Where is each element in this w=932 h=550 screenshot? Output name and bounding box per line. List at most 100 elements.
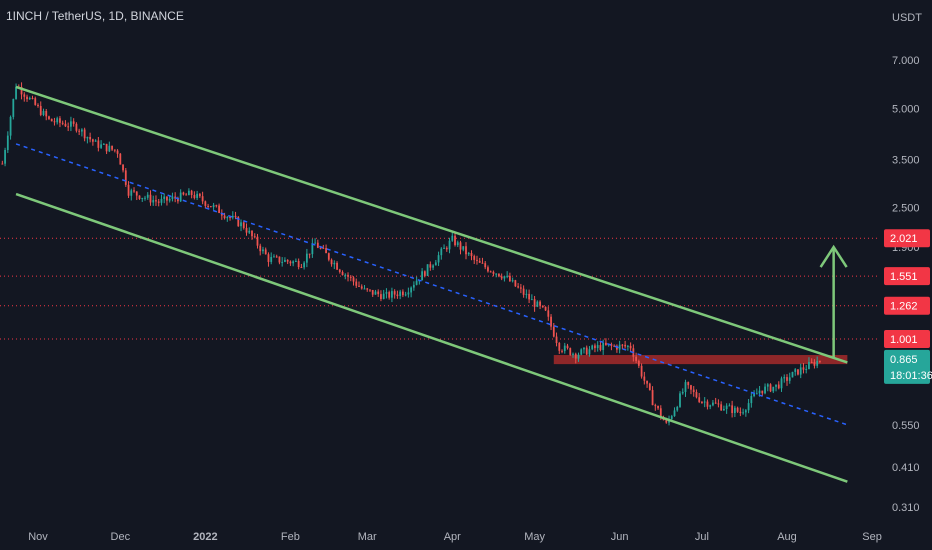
candle[interactable] — [100, 140, 103, 150]
candle[interactable] — [28, 96, 31, 100]
candle[interactable] — [558, 341, 561, 354]
candle[interactable] — [615, 344, 618, 353]
candle[interactable] — [113, 149, 116, 153]
candle[interactable] — [484, 261, 487, 270]
candle[interactable] — [783, 374, 786, 383]
candle[interactable] — [728, 403, 731, 407]
candle[interactable] — [245, 223, 248, 236]
candle[interactable] — [574, 352, 577, 364]
candle[interactable] — [552, 322, 555, 338]
candle[interactable] — [15, 83, 17, 100]
candle[interactable] — [563, 342, 566, 354]
candle[interactable] — [127, 181, 130, 199]
candle[interactable] — [248, 227, 251, 235]
candle[interactable] — [78, 128, 81, 136]
candle[interactable] — [772, 386, 775, 394]
candle[interactable] — [613, 344, 616, 347]
candle[interactable] — [712, 400, 714, 407]
candle[interactable] — [94, 139, 97, 142]
candle[interactable] — [797, 369, 799, 376]
candle[interactable] — [9, 115, 12, 140]
candle[interactable] — [242, 220, 245, 230]
candle[interactable] — [410, 286, 413, 298]
candle[interactable] — [234, 211, 237, 220]
candle[interactable] — [124, 167, 127, 187]
candle[interactable] — [720, 401, 723, 411]
candle[interactable] — [70, 116, 72, 132]
candle[interactable] — [264, 247, 267, 255]
candle[interactable] — [275, 254, 278, 258]
candle[interactable] — [819, 360, 821, 364]
candle[interactable] — [193, 191, 196, 200]
candle[interactable] — [377, 289, 380, 297]
candle[interactable] — [207, 203, 210, 209]
candle[interactable] — [808, 357, 810, 370]
candle[interactable] — [476, 255, 478, 265]
candle[interactable] — [325, 244, 327, 254]
candle[interactable] — [385, 288, 388, 299]
candle[interactable] — [528, 289, 531, 304]
candle[interactable] — [294, 258, 297, 262]
candle[interactable] — [358, 281, 360, 287]
candle[interactable] — [530, 294, 533, 301]
candle[interactable] — [544, 306, 547, 312]
candle[interactable] — [742, 408, 745, 415]
candle[interactable] — [755, 388, 758, 395]
candle[interactable] — [547, 306, 550, 321]
candle[interactable] — [122, 164, 124, 173]
candle[interactable] — [185, 192, 188, 196]
candle[interactable] — [443, 244, 445, 249]
candle[interactable] — [692, 386, 695, 397]
candle[interactable] — [133, 187, 135, 193]
candle[interactable] — [517, 283, 520, 289]
candle[interactable] — [91, 138, 94, 146]
candle[interactable] — [330, 258, 333, 267]
candle[interactable] — [393, 289, 396, 299]
candle[interactable] — [64, 120, 67, 127]
candle[interactable] — [303, 261, 306, 270]
candle[interactable] — [231, 211, 234, 220]
candle[interactable] — [135, 191, 138, 201]
candle[interactable] — [262, 246, 264, 254]
candle[interactable] — [775, 384, 777, 392]
candle[interactable] — [657, 405, 659, 410]
candle[interactable] — [311, 238, 314, 258]
candle[interactable] — [168, 195, 171, 203]
candle[interactable] — [171, 192, 174, 202]
candle[interactable] — [714, 397, 717, 404]
candle[interactable] — [4, 147, 6, 167]
candle[interactable] — [440, 247, 443, 260]
candle[interactable] — [651, 386, 654, 406]
candle[interactable] — [111, 145, 113, 152]
candle[interactable] — [366, 287, 369, 292]
candle[interactable] — [448, 237, 451, 254]
candle[interactable] — [643, 371, 646, 385]
candle[interactable] — [196, 190, 199, 200]
candle[interactable] — [146, 192, 149, 200]
candle[interactable] — [56, 116, 59, 125]
candle[interactable] — [640, 363, 643, 379]
candle[interactable] — [31, 95, 34, 100]
candle[interactable] — [72, 118, 75, 127]
candle[interactable] — [327, 252, 330, 262]
candle[interactable] — [105, 143, 108, 155]
candle[interactable] — [701, 400, 703, 404]
candle[interactable] — [555, 332, 558, 347]
candle[interactable] — [580, 348, 583, 356]
candle[interactable] — [59, 116, 61, 128]
candle[interactable] — [596, 341, 599, 352]
candle[interactable] — [50, 118, 53, 122]
candle[interactable] — [561, 349, 563, 354]
candle[interactable] — [487, 265, 489, 273]
candle[interactable] — [163, 193, 166, 204]
candle[interactable] — [220, 209, 223, 220]
candle[interactable] — [698, 392, 701, 404]
candle[interactable] — [382, 289, 385, 300]
candle[interactable] — [434, 259, 437, 266]
candle[interactable] — [508, 272, 511, 282]
candle[interactable] — [599, 341, 602, 352]
candle[interactable] — [591, 344, 594, 351]
candle[interactable] — [810, 358, 813, 364]
channel-midline[interactable] — [15, 143, 848, 426]
candle[interactable] — [646, 380, 648, 388]
